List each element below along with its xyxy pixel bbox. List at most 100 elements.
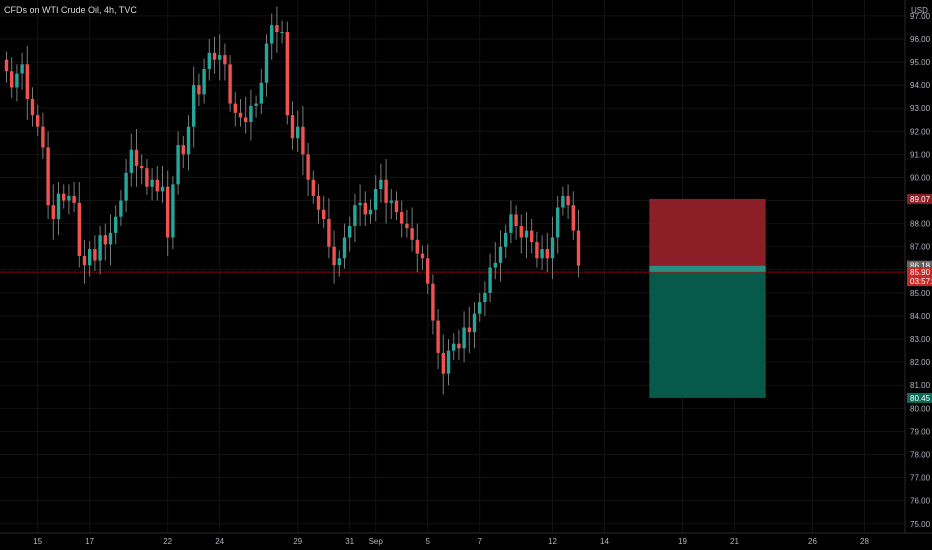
price-tag-countdown: 03:57:3 (910, 277, 932, 286)
candle-body (228, 64, 232, 104)
candle-body (457, 343, 461, 349)
candle-body (244, 117, 248, 123)
candle-body (254, 103, 258, 106)
candle-body (186, 126, 191, 155)
candle-body (327, 219, 331, 247)
candle-body (36, 115, 40, 127)
price-tick-label: 88.00 (910, 220, 931, 229)
candle-body (72, 195, 76, 203)
stop-loss-zone[interactable] (649, 198, 766, 266)
time-axis[interactable]: 15 17 22 24 29 31 Sep 5 7 12 14 19 21 26 28 (0, 532, 932, 546)
time-tick-label: 7 (477, 537, 482, 546)
candle-body (452, 343, 456, 351)
candle-body (30, 98, 35, 116)
time-tick-label: 31 (345, 537, 354, 546)
price-axis-unit: USD (911, 6, 928, 15)
candle-body (446, 350, 451, 374)
candle-body (218, 55, 222, 60)
time-tick-label: 17 (85, 537, 94, 546)
candle-body (25, 64, 29, 99)
price-tick-label: 76.00 (910, 497, 931, 506)
candle-body (270, 25, 274, 44)
position-tool[interactable] (0, 198, 905, 398)
candle-body (353, 205, 357, 226)
candle-body (207, 52, 211, 69)
price-tick-label: 83.00 (910, 335, 931, 344)
candle-body (51, 205, 55, 220)
price-tag-box (907, 260, 932, 271)
price-tick-label: 96.00 (910, 35, 931, 44)
price-tick-label: 94.00 (910, 81, 931, 90)
time-tick-label: 12 (548, 537, 557, 546)
price-tick-label: 87.00 (910, 243, 931, 252)
time-tick-label: Sep (369, 537, 384, 546)
price-tag-box (907, 267, 932, 287)
candle-body (280, 32, 284, 34)
candle-body (145, 168, 149, 187)
candle-body (348, 225, 352, 238)
candle-body (400, 212, 404, 224)
candle-body (389, 200, 393, 203)
candle-body (108, 232, 113, 245)
price-tag-box (907, 392, 932, 403)
candle-body (368, 209, 373, 215)
candle-body (540, 249, 544, 259)
price-tag-label: 85.90 (910, 268, 931, 277)
candle-body (561, 195, 565, 208)
candle-body (379, 179, 383, 190)
candle-body (41, 126, 45, 148)
candle-body (384, 179, 388, 203)
price-tick-label: 92.00 (910, 127, 931, 136)
candle-body (436, 320, 440, 353)
time-tick-label: 22 (163, 537, 172, 546)
candle-body (249, 105, 253, 123)
candle-body (264, 43, 269, 83)
candle-body (114, 216, 118, 233)
candle-body (363, 202, 367, 215)
candle-body (259, 82, 263, 104)
price-tick-label: 78.00 (910, 451, 931, 460)
candle-body (202, 68, 206, 95)
candle-body (394, 200, 399, 213)
price-tick-label: 93.00 (910, 104, 931, 113)
price-tag-label: 89.07 (910, 195, 931, 204)
price-tick-label: 81.00 (910, 381, 931, 390)
candle-body (322, 209, 326, 220)
candle-body (46, 147, 50, 206)
time-tick-label: 29 (293, 537, 302, 546)
candle-body (238, 112, 243, 118)
candle-body (10, 71, 14, 88)
candle-body (316, 195, 321, 210)
candle-body (306, 154, 310, 180)
candle-body (556, 207, 560, 238)
candle-body (93, 249, 97, 261)
candle-body (155, 179, 159, 192)
candle-body (124, 172, 128, 201)
candles (4, 6, 581, 395)
price-tag: 80.45 (907, 392, 932, 403)
candle-body (441, 352, 445, 374)
candle-body (62, 193, 66, 201)
price-tick-label: 97.00 (910, 12, 931, 21)
price-tick-label: 75.00 (910, 520, 931, 529)
candle-body (223, 55, 227, 65)
candle-body (337, 258, 341, 266)
price-tick-label: 80.00 (910, 404, 931, 413)
candle-body (342, 237, 347, 259)
candle-body (431, 283, 435, 321)
candle-body (67, 195, 71, 201)
candle-body (504, 232, 508, 247)
candle-body (374, 189, 378, 210)
candle-body (290, 115, 295, 139)
candle-body (88, 249, 92, 266)
candle-body (524, 230, 529, 238)
candle-body (530, 230, 534, 243)
entry-band[interactable] (649, 265, 766, 273)
candle-body (176, 145, 180, 185)
candle-body (483, 292, 487, 303)
take-profit-zone[interactable] (649, 272, 766, 398)
candle-body (233, 103, 237, 113)
